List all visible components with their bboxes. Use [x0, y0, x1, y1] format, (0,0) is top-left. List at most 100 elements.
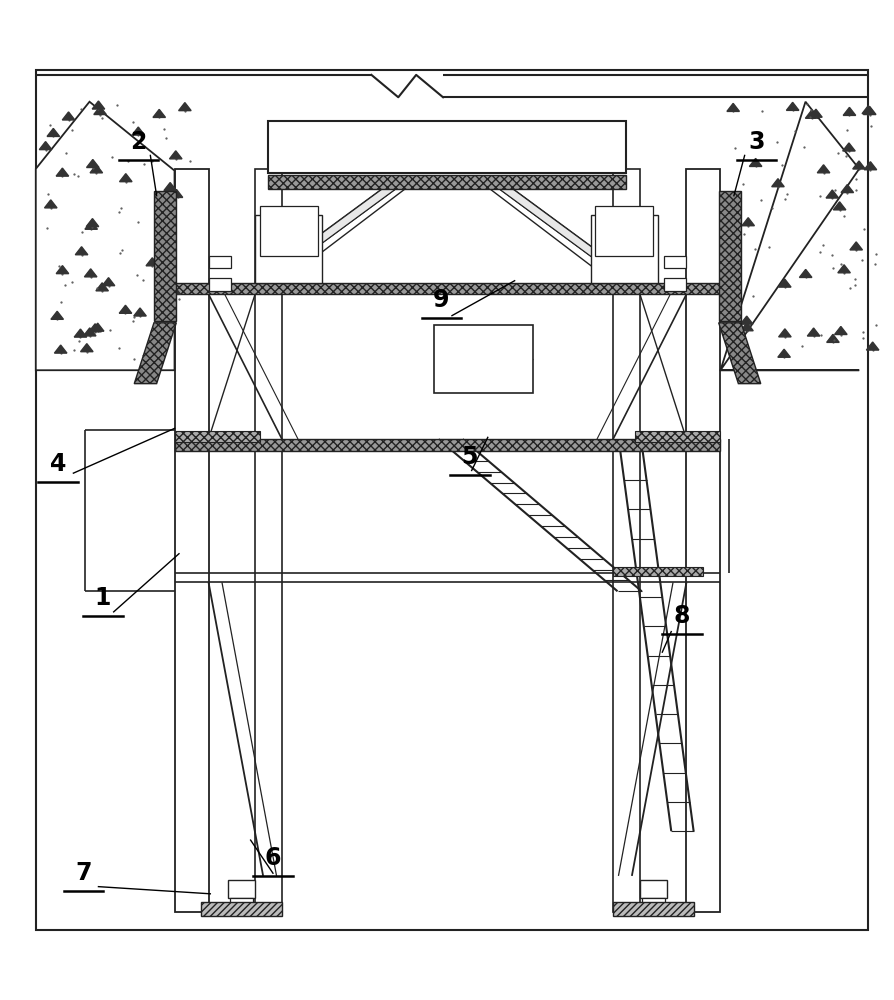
- Polygon shape: [720, 102, 858, 370]
- Polygon shape: [56, 266, 69, 274]
- Bar: [663, 256, 686, 268]
- Bar: [612, 902, 693, 916]
- Polygon shape: [168, 286, 181, 294]
- Polygon shape: [842, 143, 855, 151]
- Polygon shape: [86, 219, 98, 227]
- Bar: [255, 215, 322, 283]
- Polygon shape: [741, 218, 754, 226]
- Polygon shape: [740, 323, 753, 331]
- Polygon shape: [51, 311, 63, 319]
- Text: 9: 9: [433, 288, 449, 312]
- Polygon shape: [179, 103, 191, 111]
- Polygon shape: [74, 329, 87, 337]
- Text: 3: 3: [747, 130, 763, 154]
- Polygon shape: [840, 185, 853, 193]
- Text: 5: 5: [461, 445, 477, 469]
- Bar: [174, 431, 259, 442]
- Text: 2: 2: [131, 130, 147, 154]
- Polygon shape: [120, 174, 132, 182]
- Polygon shape: [92, 101, 105, 109]
- Bar: [255, 169, 282, 912]
- Polygon shape: [164, 183, 176, 191]
- Polygon shape: [833, 326, 846, 335]
- Bar: [154, 191, 176, 321]
- Polygon shape: [133, 308, 146, 316]
- Polygon shape: [132, 127, 145, 135]
- Bar: [641, 898, 664, 912]
- Bar: [635, 431, 720, 442]
- Polygon shape: [718, 323, 760, 384]
- Bar: [268, 175, 626, 189]
- Polygon shape: [864, 162, 876, 170]
- Bar: [612, 567, 702, 576]
- Polygon shape: [816, 165, 829, 173]
- Polygon shape: [771, 179, 783, 187]
- Polygon shape: [91, 323, 104, 331]
- Polygon shape: [146, 258, 158, 266]
- Polygon shape: [849, 242, 862, 250]
- Bar: [268, 121, 626, 173]
- Polygon shape: [863, 106, 875, 115]
- Polygon shape: [36, 102, 174, 370]
- Polygon shape: [806, 328, 819, 336]
- Polygon shape: [94, 106, 106, 115]
- Polygon shape: [825, 190, 838, 198]
- Text: 1: 1: [95, 586, 111, 610]
- Bar: [174, 169, 208, 912]
- Polygon shape: [56, 168, 69, 176]
- Polygon shape: [778, 279, 790, 287]
- Bar: [590, 215, 657, 283]
- Text: 6: 6: [265, 846, 281, 870]
- Polygon shape: [861, 106, 873, 114]
- Polygon shape: [170, 189, 182, 197]
- Polygon shape: [102, 278, 114, 286]
- Bar: [718, 191, 740, 321]
- Polygon shape: [805, 110, 817, 118]
- Polygon shape: [80, 344, 93, 352]
- Polygon shape: [119, 305, 131, 313]
- Bar: [434, 325, 532, 393]
- Polygon shape: [726, 103, 738, 111]
- Polygon shape: [75, 247, 88, 255]
- Bar: [174, 439, 720, 451]
- Polygon shape: [778, 329, 790, 337]
- Polygon shape: [739, 316, 752, 324]
- Polygon shape: [134, 323, 176, 384]
- Bar: [230, 898, 253, 912]
- Polygon shape: [90, 165, 103, 173]
- Polygon shape: [96, 283, 108, 291]
- Polygon shape: [89, 324, 101, 332]
- Polygon shape: [487, 180, 639, 283]
- Polygon shape: [87, 159, 99, 168]
- Bar: [201, 902, 282, 916]
- Polygon shape: [748, 158, 761, 166]
- Bar: [686, 169, 720, 912]
- Polygon shape: [153, 109, 165, 117]
- Polygon shape: [852, 161, 864, 169]
- Polygon shape: [169, 151, 181, 159]
- Bar: [208, 256, 231, 268]
- Polygon shape: [832, 202, 845, 210]
- Polygon shape: [55, 345, 67, 353]
- Polygon shape: [786, 102, 798, 110]
- Bar: [228, 880, 255, 898]
- Text: 7: 7: [75, 861, 91, 885]
- Polygon shape: [777, 349, 789, 357]
- Polygon shape: [47, 128, 60, 136]
- Polygon shape: [826, 334, 839, 342]
- Polygon shape: [143, 348, 156, 356]
- Bar: [663, 278, 686, 291]
- Polygon shape: [798, 269, 811, 277]
- Text: 8: 8: [673, 604, 689, 628]
- Polygon shape: [842, 107, 855, 115]
- Polygon shape: [39, 142, 52, 150]
- Polygon shape: [84, 269, 97, 277]
- Bar: [612, 169, 639, 912]
- Text: 4: 4: [50, 452, 66, 476]
- Bar: [639, 880, 666, 898]
- Polygon shape: [865, 342, 878, 350]
- Polygon shape: [63, 112, 75, 120]
- Polygon shape: [255, 180, 407, 283]
- Polygon shape: [809, 109, 822, 117]
- Bar: [208, 278, 231, 291]
